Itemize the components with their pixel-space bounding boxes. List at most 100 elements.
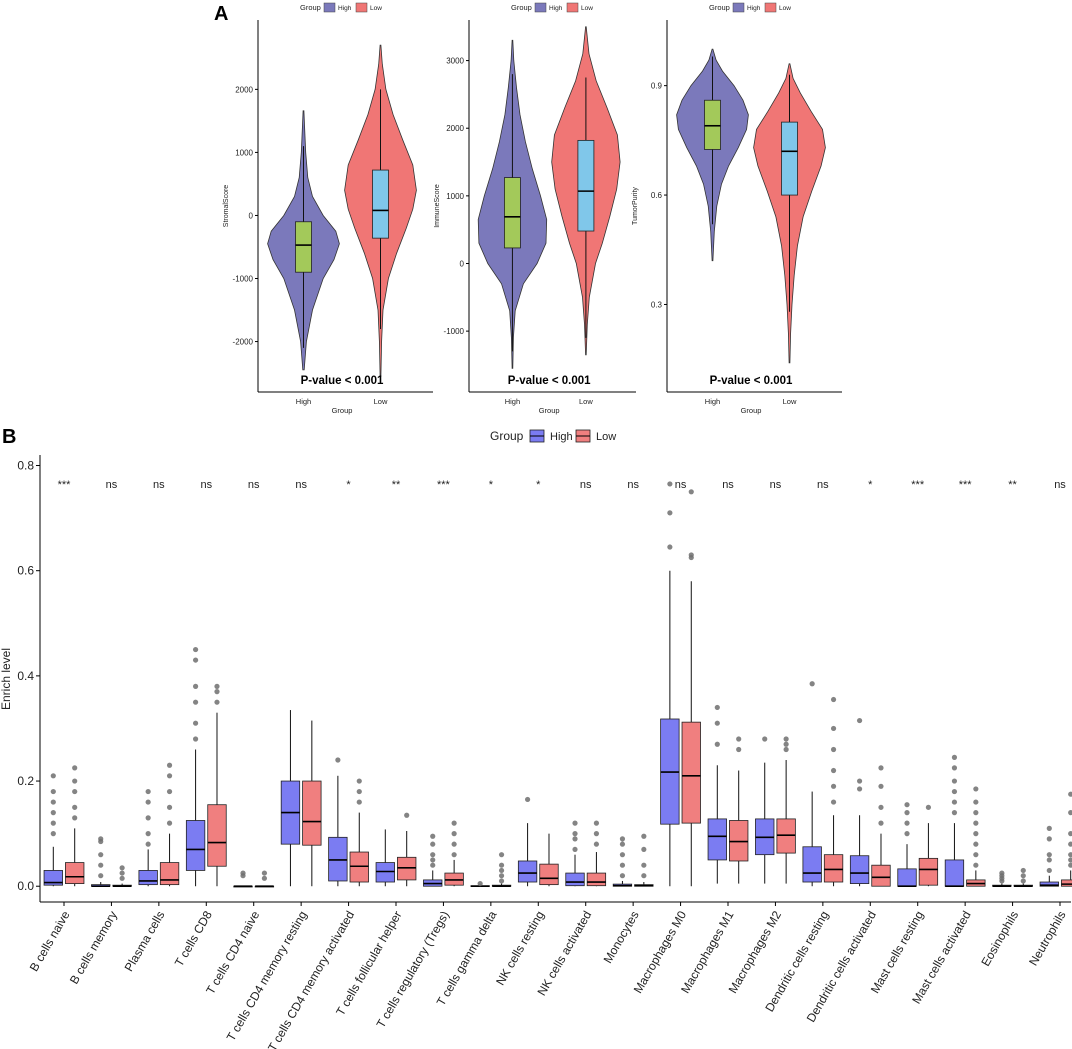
outlier-point-low <box>498 867 505 874</box>
outlier-point-high <box>430 862 436 868</box>
outlier-point-low <box>166 788 173 795</box>
significance-label: *** <box>437 479 451 491</box>
outlier-point-high <box>951 810 958 816</box>
legend-label-low: Low <box>779 5 791 12</box>
outlier-point-low <box>214 699 220 705</box>
immune-cell-boxplot: Group High Low 0.0 0.2 0.4 0.6 0.8 Enrich level B… <box>0 429 1072 1049</box>
category-b-cells-naive: B cells naive *** <box>27 479 85 974</box>
outlier-point-low <box>166 820 173 826</box>
outlier-point-low <box>688 489 694 495</box>
outlier-point-low <box>878 804 884 810</box>
significance-label: ns <box>248 479 260 491</box>
outlier-point-low <box>166 773 173 779</box>
violin-chart-stromalscore: Group High Low -2000 -1000 0 1000 2000 StromalSc… <box>223 2 433 415</box>
outlier-point-high <box>50 831 56 837</box>
significance-label: * <box>489 479 494 491</box>
outlier-point-low <box>830 725 837 732</box>
outlier-point-high <box>667 544 673 550</box>
outlier-point-high <box>1046 867 1052 874</box>
outlier-point-low <box>973 810 979 816</box>
outlier-point-high <box>951 754 958 760</box>
outlier-point-low <box>878 765 884 771</box>
outlier-point-low <box>261 875 268 881</box>
y-tick-label: 0.8 <box>17 459 34 473</box>
outlier-point-low <box>498 862 505 868</box>
outlier-point-high <box>904 802 910 808</box>
outlier-point-low <box>1020 878 1026 884</box>
x-tick-label: NK cells activated <box>535 909 595 999</box>
legend-swatch-high <box>732 2 745 13</box>
outlier-point-low <box>925 804 932 810</box>
y-tick-label: 2000 <box>235 85 253 94</box>
box-low <box>918 857 939 886</box>
category-nk-cells-activated: NK cells activated ns <box>535 479 607 999</box>
outlier-point-low <box>72 815 78 821</box>
y-tick-label: 0.6 <box>651 191 663 200</box>
outlier-point-low <box>404 812 410 818</box>
outlier-point-high <box>904 831 910 837</box>
outlier-point-low <box>356 788 362 795</box>
y-tick-label: 0 <box>249 211 254 220</box>
outlier-point-high <box>1046 857 1052 863</box>
outlier-point-low <box>593 841 600 847</box>
outlier-point-high <box>572 846 578 853</box>
box-high <box>704 99 721 150</box>
y-tick-label: 0.2 <box>17 774 34 788</box>
y-axis-label: StromalScore <box>223 185 230 228</box>
box-low <box>586 872 607 887</box>
category-t-cells-gamma-delta: T cells gamma delta* <box>434 479 512 1008</box>
outlier-point-low <box>1068 810 1072 816</box>
outlier-point-high <box>430 857 436 863</box>
y-tick-label: 0.0 <box>17 879 34 893</box>
category-plasma-cells: Plasma cells ns <box>122 479 180 974</box>
outlier-point-high <box>856 786 863 792</box>
y-tick-label: 0.3 <box>651 300 663 309</box>
outlier-point-high <box>856 778 863 784</box>
outlier-point-low <box>783 746 789 753</box>
outlier-point-high <box>192 699 199 705</box>
outlier-point-low <box>641 846 647 853</box>
outlier-point-high <box>1046 825 1052 831</box>
outlier-point-low <box>830 799 837 805</box>
x-tick-label: Plasma cells <box>122 909 168 974</box>
outlier-point-high <box>619 841 626 847</box>
x-tick-label: Low <box>783 397 797 406</box>
box-high <box>802 846 822 883</box>
outlier-point-low <box>72 765 78 771</box>
outlier-point-low <box>878 820 884 826</box>
y-tick-label: 1000 <box>446 192 464 201</box>
outlier-point-high <box>1046 852 1052 858</box>
outlier-point-high <box>667 510 673 516</box>
outlier-point-high <box>145 815 151 821</box>
outlier-point-high <box>98 862 104 868</box>
significance-label: ns <box>153 479 165 491</box>
outlier-point-low <box>451 841 457 847</box>
category-t-cells-cd4-memory-resting: T cells CD4 memory resting ns <box>224 479 322 1044</box>
outlier-point-high <box>951 778 958 784</box>
outlier-point-high <box>192 720 199 726</box>
outlier-point-high <box>951 799 958 805</box>
category-eosinophils: Eosinophils ** <box>978 479 1033 969</box>
outlier-point-high <box>999 870 1005 876</box>
legend-title: Group <box>300 3 321 12</box>
outlier-point-low <box>736 736 742 742</box>
significance-label: *** <box>959 479 973 491</box>
outlier-point-low <box>736 746 742 753</box>
legend-label-high: High <box>747 5 761 12</box>
outlier-point-low <box>973 799 979 805</box>
category-monocytes: Monocytes ns <box>601 479 654 966</box>
outlier-point-low <box>830 767 837 774</box>
outlier-point-low <box>119 865 125 871</box>
box-high <box>849 855 870 884</box>
y-tick-label: 0.4 <box>17 669 34 683</box>
x-axis-label: Group <box>741 406 762 415</box>
violin-panels: Group High Low -2000 -1000 0 1000 2000 StromalSc… <box>223 2 842 415</box>
outlier-point-low <box>593 831 600 837</box>
significance-label: ns <box>675 479 687 491</box>
x-tick-label: Neutrophils <box>1026 909 1068 969</box>
outlier-point-low <box>641 862 647 868</box>
